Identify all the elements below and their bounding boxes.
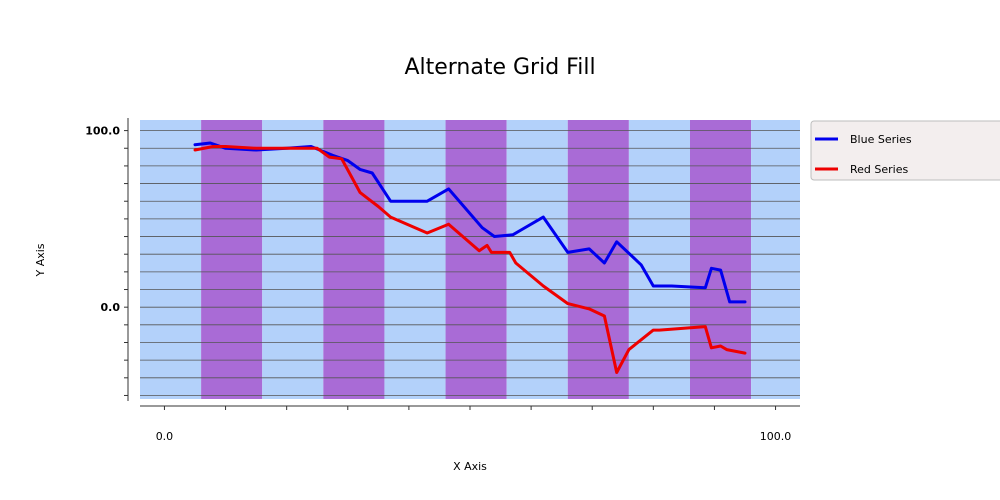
plot-background-bands bbox=[140, 120, 800, 399]
grid-band bbox=[262, 120, 324, 399]
grid-band bbox=[751, 120, 800, 399]
legend-label: Blue Series bbox=[850, 133, 912, 146]
grid-band bbox=[445, 120, 507, 399]
legend-box bbox=[810, 120, 1000, 181]
grid-band bbox=[690, 120, 752, 399]
plot-grid bbox=[140, 130, 800, 396]
y-tick-label: 0.0 bbox=[101, 301, 121, 314]
x-tick-label: 100.0 bbox=[760, 430, 792, 443]
grid-band bbox=[140, 120, 202, 399]
y-tick-label: 100.0 bbox=[85, 125, 120, 138]
series-layer bbox=[193, 141, 747, 374]
chart-title: Alternate Grid Fill bbox=[404, 55, 595, 80]
grid-band bbox=[506, 120, 568, 399]
x-axis-label: X Axis bbox=[453, 460, 487, 473]
grid-band bbox=[567, 120, 629, 399]
grid-band bbox=[384, 120, 446, 399]
axes: 100.0 0.0 0.0 100.0 bbox=[85, 118, 800, 443]
legend-label: Red Series bbox=[850, 163, 908, 176]
y-axis-label: Y Axis bbox=[34, 243, 47, 277]
grid-band bbox=[201, 120, 263, 399]
legend: Blue Series Red Series bbox=[810, 120, 1000, 181]
x-tick-label: 0.0 bbox=[156, 430, 174, 443]
grid-band bbox=[628, 120, 690, 399]
grid-band bbox=[323, 120, 385, 399]
series-line-red bbox=[193, 145, 747, 374]
